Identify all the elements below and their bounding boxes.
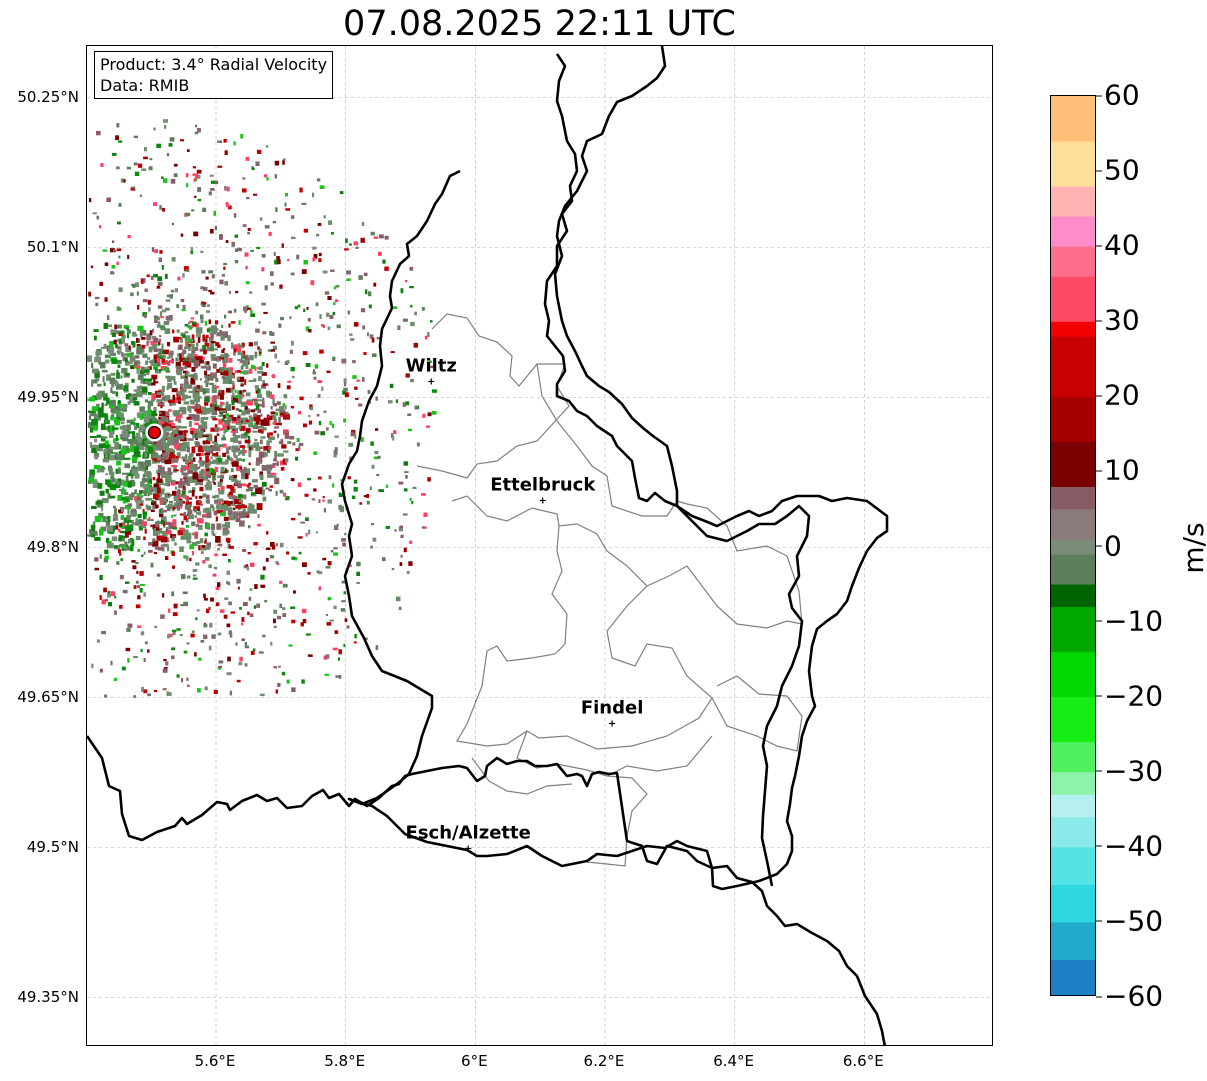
- colorbar-segment: [1051, 96, 1095, 142]
- radar-site-dot: [147, 425, 162, 440]
- colorbar-tick-label: −10: [1095, 604, 1164, 638]
- colorbar-tick-label: 60: [1096, 78, 1140, 112]
- city-label: Esch/Alzette: [406, 823, 531, 844]
- lon-label: 5.8°E: [324, 1052, 366, 1070]
- canton-boundary-southwest: [466, 525, 568, 725]
- colorbar-tick-label: 20: [1096, 378, 1140, 412]
- colorbar-segment: [1051, 794, 1095, 818]
- colorbar-segment: [1051, 141, 1095, 187]
- city-label: Wiltz: [406, 356, 457, 377]
- colorbar-tick-label: −40: [1095, 829, 1164, 863]
- product-info-box: Product: 3.4° Radial Velocity Data: RMIB: [94, 51, 334, 99]
- radar-map[interactable]: Wiltz Ettelbruck Findel Esch/Alzette: [86, 45, 993, 1046]
- canton-boundary-east-north: [536, 363, 678, 517]
- lat-label: 49.95°N: [17, 387, 79, 406]
- canton-boundary-center: [451, 495, 713, 750]
- colorbar-segment: [1051, 441, 1095, 487]
- colorbar-segment: [1051, 554, 1095, 585]
- colorbar-tick-label: −50: [1095, 904, 1164, 938]
- canton-boundary-south-east: [711, 675, 803, 752]
- colorbar-segment: [1051, 651, 1095, 698]
- colorbar-segment: [1051, 396, 1095, 442]
- canton-boundary-southeast: [606, 735, 713, 777]
- colorbar-segment: [1051, 816, 1095, 848]
- city-label: Findel: [581, 698, 644, 719]
- city-marker: Ettelbruck: [490, 475, 596, 504]
- border-east-germany: [676, 504, 811, 887]
- city-label: Ettelbruck: [490, 475, 596, 496]
- data-source-label: Data: RMIB: [100, 76, 190, 95]
- canton-boundaries: [416, 313, 803, 867]
- colorbar-tick-label: 0: [1096, 529, 1122, 562]
- colorbar-segment: [1051, 336, 1095, 397]
- radar-echoes: [87, 119, 437, 698]
- colorbar: [1050, 95, 1096, 996]
- colorbar-tick-label: 50: [1096, 153, 1140, 187]
- colorbar-segment: [1051, 584, 1095, 608]
- graticule: [87, 46, 992, 1045]
- national-borders: [87, 46, 889, 1045]
- colorbar-segment: [1051, 959, 1095, 995]
- canton-boundary-east: [646, 500, 803, 629]
- colorbar-tick-label: 30: [1096, 303, 1140, 337]
- border-luxembourg-ring: [340, 53, 889, 891]
- colorbar-segment: [1051, 486, 1095, 510]
- colorbar-tick-label: −20: [1095, 679, 1164, 713]
- colorbar-tick-label: −30: [1095, 754, 1164, 788]
- colorbar-segment: [1051, 276, 1095, 322]
- colorbar-segment: [1051, 771, 1095, 795]
- border-north: [553, 46, 679, 506]
- colorbar-segment: [1051, 846, 1095, 885]
- colorbar-segment: [1051, 741, 1095, 773]
- canton-boundary-south: [516, 730, 648, 867]
- colorbar-tick-label: 40: [1096, 228, 1140, 262]
- radar-site: [145, 423, 164, 442]
- map-canvas: Wiltz Ettelbruck Findel Esch/Alzette: [87, 46, 992, 1045]
- border-luxembourg: [87, 735, 886, 1045]
- lon-label: 6.4°E: [713, 1052, 755, 1070]
- city-marker: Findel: [581, 698, 644, 727]
- colorbar-segment: [1051, 216, 1095, 247]
- lat-label: 49.35°N: [17, 987, 79, 1006]
- colorbar-segment: [1051, 606, 1095, 653]
- colorbar-segment: [1051, 921, 1095, 960]
- colorbar-segment: [1051, 538, 1095, 555]
- colorbar-segment: [1051, 696, 1095, 743]
- product-label: Product: 3.4° Radial Velocity: [100, 55, 328, 74]
- colorbar-segment: [1051, 246, 1095, 277]
- colorbar-segment: [1051, 186, 1095, 217]
- colorbar-tick-label: 10: [1096, 453, 1140, 487]
- lat-label: 49.65°N: [17, 687, 79, 706]
- canton-boundary-lower: [471, 757, 573, 795]
- colorbar-segment: [1051, 508, 1095, 540]
- colorbar-tick-label: −60: [1095, 979, 1164, 1013]
- lon-label: 5.6°E: [194, 1052, 236, 1070]
- lat-label: 49.8°N: [26, 537, 79, 556]
- city-marker: Esch/Alzette: [406, 823, 531, 852]
- lon-label: 6.2°E: [583, 1052, 625, 1070]
- map-title: 07.08.2025 22:11 UTC: [343, 4, 736, 44]
- city-marker: Wiltz: [406, 356, 457, 385]
- city-markers: Wiltz Ettelbruck Findel Esch/Alzette: [406, 356, 644, 852]
- lat-label: 50.25°N: [17, 87, 79, 106]
- lat-label: 50.1°N: [26, 237, 79, 256]
- lat-label: 49.5°N: [26, 837, 79, 856]
- canton-boundary-north: [416, 313, 570, 479]
- lon-label: 6°E: [461, 1052, 488, 1070]
- lon-label: 6.6°E: [842, 1052, 884, 1070]
- colorbar-segment: [1051, 321, 1095, 337]
- colorbar-gradient: [1051, 96, 1095, 995]
- colorbar-segment: [1051, 884, 1095, 923]
- colorbar-unit: m/s: [1177, 522, 1207, 574]
